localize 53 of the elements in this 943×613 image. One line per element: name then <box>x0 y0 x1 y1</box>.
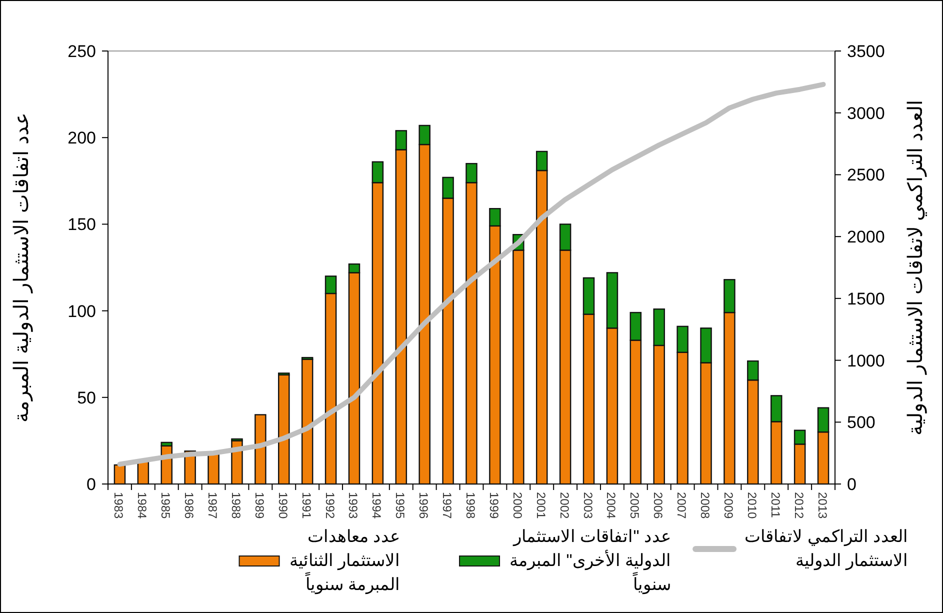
x-tick-label: 1991 <box>299 492 314 520</box>
x-tick-label: 1996 <box>416 492 431 520</box>
y2-tick-label: 1000 <box>847 351 885 370</box>
bar <box>301 358 314 485</box>
x-tick-label: 2007 <box>674 492 689 520</box>
y2-tick-label: 1500 <box>847 289 885 308</box>
x-tick-label: 1994 <box>370 492 384 520</box>
x-tick-label: 1997 <box>440 492 454 520</box>
x-tick-label: 1998 <box>464 492 478 520</box>
y-axis-title: عدد اتفاقات الاستثمار الدولية المبرمة <box>11 112 33 423</box>
y-tick-label: 100 <box>68 302 96 321</box>
x-tick-label: 1984 <box>135 492 150 520</box>
x-tick-label: 2001 <box>534 492 548 520</box>
x-tick-label: 1989 <box>252 492 266 520</box>
x-tick-label: 2003 <box>580 492 595 520</box>
x-tick-label: 1990 <box>276 492 290 520</box>
x-tick-label: 1995 <box>393 492 408 520</box>
x-tick-label: 1992 <box>322 492 337 520</box>
x-tick-label: 1986 <box>182 492 196 520</box>
y2-tick-label: 2500 <box>847 166 885 185</box>
x-tick-label: 2005 <box>628 492 642 520</box>
x-tick-label: 2009 <box>721 492 736 520</box>
x-tick-label: 2002 <box>557 492 572 520</box>
x-tick-label: 1988 <box>228 492 243 520</box>
x-tick-label: 1993 <box>346 492 360 520</box>
x-tick-label: 2012 <box>792 492 806 520</box>
legend-label: عدد "اتفاقات الاستثمار الدولية الأخرى" المبرمة سنوياً <box>510 527 671 595</box>
y2-tick-label: 500 <box>847 413 876 432</box>
x-tick-label: 2004 <box>604 492 618 520</box>
x-tick-label: 1985 <box>158 492 173 520</box>
y-tick-label: 50 <box>77 388 96 408</box>
x-tick-label: 1983 <box>112 492 126 520</box>
bar <box>114 464 126 485</box>
y2-axis-title: العدد التراكمي لاتفاقات الاستثمار الدولية <box>905 99 927 436</box>
y2-tick-label: 0 <box>847 475 856 494</box>
x-tick-label: 2000 <box>510 492 524 520</box>
y2-tick-label: 2000 <box>847 228 885 247</box>
x-tick-label: 1999 <box>486 492 501 520</box>
bar <box>254 414 266 485</box>
x-tick-label: 2013 <box>815 492 830 520</box>
y-tick-label: 250 <box>68 42 96 61</box>
y2-tick-label: 3000 <box>847 104 885 123</box>
y-tick-label: 0 <box>86 475 96 494</box>
x-tick-label: 2006 <box>651 492 666 520</box>
legend-label: العدد التراكمي لاتفاقات الاستثمار الدولية <box>744 527 908 571</box>
x-tick-label: 1987 <box>206 492 220 520</box>
y-tick-label: 200 <box>68 128 96 148</box>
y2-tick-label: 3500 <box>847 42 885 61</box>
bar <box>278 374 290 485</box>
y-tick-label: 150 <box>68 215 96 234</box>
x-tick-label: 2010 <box>744 492 759 520</box>
x-tick-label: 2011 <box>768 492 782 518</box>
x-tick-label: 2008 <box>698 492 712 520</box>
